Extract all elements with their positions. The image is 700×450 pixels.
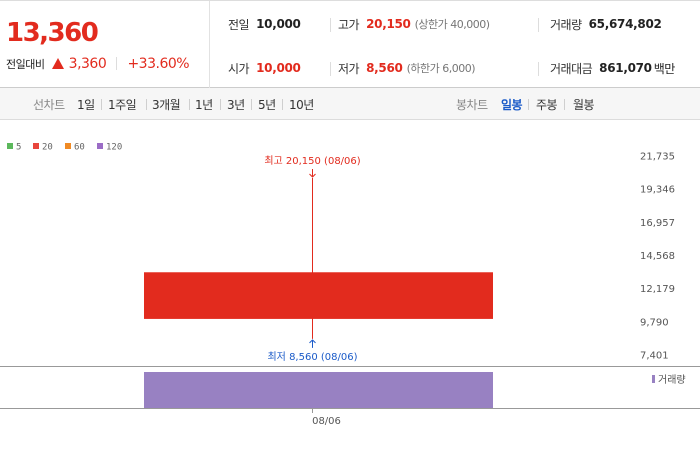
y-tick-label: 9,790: [640, 317, 669, 328]
divider: [251, 99, 252, 110]
legend-label-20: 20: [42, 143, 53, 153]
divider: [220, 99, 221, 110]
open-price: 시가 10,000: [228, 58, 301, 78]
trade-amount-unit: 백만: [653, 61, 676, 76]
current-price: 13,360: [6, 18, 99, 48]
divider: [538, 18, 539, 32]
divider: [101, 99, 102, 110]
candle-body: [144, 272, 493, 319]
up-arrow-icon: [51, 58, 64, 69]
prev-close: 전일 10,000: [228, 14, 301, 34]
legend-swatch-60: [65, 143, 71, 149]
open-label: 시가: [228, 61, 250, 76]
chart-toolbar: 선차트 1일 1주일 3개월 1년 3년 5년 10년 봉차트 일봉 주봉 월봉: [0, 88, 700, 120]
candle-monthly[interactable]: 월봉: [573, 98, 595, 112]
period-1y[interactable]: 1년: [195, 98, 213, 112]
candle-weekly[interactable]: 주봉: [536, 98, 558, 112]
legend-swatch-20: [33, 143, 39, 149]
low-value: 8,560: [366, 61, 403, 75]
price-box: 13,360 전일대비 3,360 +33.60%: [0, 1, 210, 89]
y-tick-label: 16,957: [640, 218, 675, 229]
y-tick-label: 19,346: [640, 185, 675, 196]
low-label: 저가: [338, 61, 360, 76]
divider: [564, 99, 565, 110]
volume-bar: [144, 372, 493, 408]
change-percent: +33.60%: [127, 56, 190, 72]
lower-limit-note: (하한가 6,000): [406, 62, 476, 75]
stock-summary: 13,360 전일대비 3,360 +33.60% 전일 10,000 고가 2…: [0, 0, 700, 89]
legend-label-60: 60: [74, 143, 85, 153]
low-price: 저가 8,560 (하한가 6,000): [338, 58, 476, 78]
y-tick-label: 14,568: [640, 251, 675, 262]
high-value: 20,150: [366, 17, 411, 31]
volume-label: 거래량: [550, 17, 582, 32]
high-arrow-icon: [309, 169, 316, 178]
high-price: 고가 20,150 (상한가 40,000): [338, 14, 490, 34]
volume: 거래량 65,674,802: [550, 14, 662, 34]
y-tick-label: 21,735: [640, 152, 675, 163]
period-1w[interactable]: 1주일: [108, 98, 137, 112]
candle-daily[interactable]: 일봉: [501, 98, 523, 112]
low-arrow-icon: [309, 339, 316, 348]
divider: [538, 62, 539, 76]
volume-value: 65,674,802: [588, 17, 662, 31]
divider: [116, 57, 118, 70]
upper-limit-note: (상한가 40,000): [414, 18, 490, 31]
change-row: 전일대비 3,360 +33.60%: [6, 53, 190, 72]
change-label: 전일대비: [6, 58, 45, 71]
period-5y[interactable]: 5년: [258, 98, 276, 112]
prev-close-value: 10,000: [256, 17, 301, 31]
period-3m[interactable]: 3개월: [152, 98, 181, 112]
x-tick-label: 08/06: [312, 416, 341, 427]
divider: [146, 99, 147, 110]
high-label: 고가: [338, 17, 360, 32]
candle-chart-label: 봉차트: [456, 98, 488, 112]
divider: [528, 99, 529, 110]
change-value: 3,360: [68, 56, 107, 72]
high-annotation: 최고 20,150 (08/06): [264, 155, 360, 167]
period-10y[interactable]: 10년: [289, 98, 314, 112]
divider: [282, 99, 283, 110]
volume-legend-swatch: [652, 375, 655, 383]
legend-label-5: 5: [16, 143, 21, 153]
period-1d[interactable]: 1일: [77, 98, 95, 112]
prev-close-label: 전일: [228, 17, 250, 32]
divider: [330, 62, 331, 76]
legend-label-120: 120: [106, 143, 122, 153]
divider: [189, 99, 190, 110]
open-value: 10,000: [256, 61, 301, 75]
legend-swatch-5: [7, 143, 13, 149]
trade-amount-label: 거래대금: [550, 61, 593, 76]
legend-swatch-120: [97, 143, 103, 149]
y-tick-label: 7,401: [640, 351, 669, 362]
trade-amount: 거래대금 861,070 백만: [550, 58, 675, 78]
divider: [330, 18, 331, 32]
trade-amount-value: 861,070: [599, 61, 652, 75]
line-chart-label: 선차트: [33, 98, 65, 112]
y-tick-label: 12,179: [640, 284, 675, 295]
volume-legend-label: 거래량: [658, 374, 686, 386]
price-chart: 5 20 60 120 21,735 19,346 16,957 14,568 12,179 9,…: [0, 143, 700, 427]
period-3y[interactable]: 3년: [227, 98, 245, 112]
low-annotation: 최저 8,560 (08/06): [267, 351, 357, 363]
